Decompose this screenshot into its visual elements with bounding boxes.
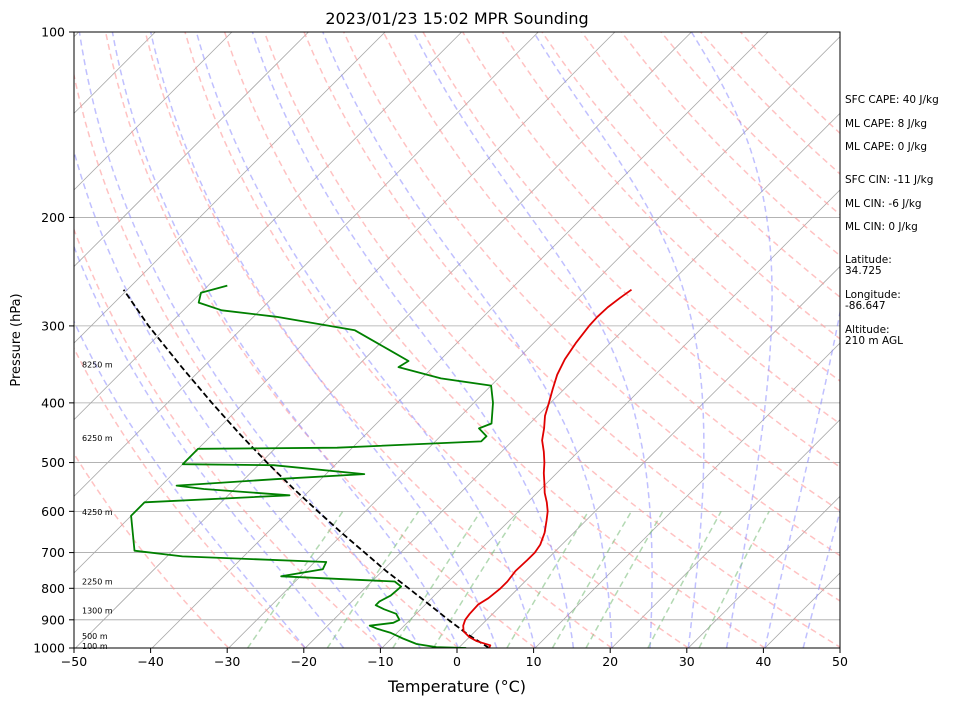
- dry-adiabat-line: [74, 227, 383, 648]
- moist-adiabat-line: [78, 32, 421, 648]
- stat-label: ML CAPE: 0 J/kg: [845, 141, 928, 153]
- height-label: 8250 m: [82, 361, 113, 370]
- height-label: 1300 m: [82, 606, 113, 615]
- isotherm-line: [0, 32, 2, 648]
- isotherm-line: [688, 495, 840, 648]
- dry-adiabat-line: [223, 32, 766, 648]
- isotherm-line: [74, 32, 233, 191]
- temperature-profile-line: [462, 288, 633, 648]
- parcel-profile-line: [122, 289, 490, 648]
- isotherm-line: [305, 112, 840, 648]
- height-label: 100 m: [82, 642, 108, 651]
- x-tick-label: 40: [755, 654, 771, 669]
- x-tick-label: 0: [453, 654, 461, 669]
- x-tick-label: −40: [137, 654, 163, 669]
- y-tick-label: 700: [41, 545, 65, 560]
- height-label: 500 m: [82, 632, 108, 641]
- chart-title: 2023/01/23 15:02 MPR Sounding: [325, 9, 588, 28]
- height-label: 2250 m: [82, 578, 113, 587]
- isotherm-line: [74, 32, 462, 421]
- moist-adiabat-line: [251, 32, 575, 648]
- y-tick-label: 400: [41, 395, 65, 410]
- mixing-ratio-line: [698, 510, 770, 648]
- y-tick-label: 1000: [33, 641, 65, 656]
- dry-adiabat-line: [74, 346, 306, 648]
- mixing-ratio-line: [551, 510, 633, 648]
- moist-adiabat-line: [74, 148, 383, 648]
- y-tick-label: 300: [41, 318, 65, 333]
- isotherm-line: [151, 32, 769, 648]
- isotherm-line: [74, 32, 539, 497]
- x-tick-label: −20: [291, 654, 317, 669]
- isotherm-line: [228, 36, 840, 648]
- mixing-ratio-line: [647, 510, 722, 648]
- x-axis: −50 −40 −30 −20 −10 0 10 20 30 40 50: [61, 648, 848, 669]
- y-tick-label: 600: [41, 504, 65, 519]
- dry-adiabat-line: [184, 32, 689, 648]
- height-label: 6250 m: [82, 434, 113, 443]
- isotherm-line: [458, 265, 840, 648]
- y-axis-label: Pressure (hPa): [9, 293, 24, 386]
- isotherm-line: [74, 32, 309, 268]
- y-tick-label: 100: [41, 25, 65, 40]
- mixing-ratio-line: [432, 510, 520, 648]
- isotherm-line: [381, 189, 840, 648]
- plot-frame: [73, 31, 841, 649]
- moist-adiabat-line: [322, 32, 613, 648]
- y-tick-label: 200: [41, 210, 65, 225]
- stat-label: SFC CAPE: 40 J/kg: [845, 94, 939, 106]
- profiles: [122, 284, 633, 648]
- dry-adiabat-line: [104, 32, 536, 648]
- isotherm-line: [74, 32, 386, 344]
- moist-adiabat-line: [149, 32, 498, 648]
- isotherm-line: [534, 342, 840, 648]
- isotherm-line: [611, 419, 840, 648]
- y-tick-label: 800: [41, 581, 65, 596]
- mixing-ratio-line: [392, 510, 482, 648]
- dry-adiabat-line: [263, 32, 840, 648]
- moist-adiabat-line: [195, 32, 536, 648]
- moist-adiabat-line: [111, 32, 460, 648]
- stat-label: Latitude: 34.725: [845, 254, 892, 277]
- x-axis-label: Temperature (°C): [387, 677, 526, 696]
- dry-adiabat-line: [144, 32, 613, 648]
- mixing-ratio-line: [506, 510, 590, 648]
- stat-label: ML CIN: 0 J/kg: [845, 221, 918, 233]
- x-tick-label: −30: [214, 654, 240, 669]
- stat-label: ML CAPE: 8 J/kg: [845, 118, 928, 130]
- moist-adiabat-line: [74, 244, 345, 648]
- x-tick-label: −50: [61, 654, 87, 669]
- stat-label: SFC CIN: -11 J/kg: [845, 174, 934, 186]
- stat-label: Altitude: 210 m AGL: [845, 324, 903, 347]
- stat-label: Longitude: -86.647: [845, 289, 901, 312]
- moist-adiabat-line: [690, 32, 773, 648]
- x-tick-label: 20: [602, 654, 618, 669]
- x-tick-label: 10: [526, 654, 542, 669]
- moist-adiabat-line: [412, 32, 653, 648]
- moist-adiabat-line: [764, 308, 840, 648]
- dry-adiabat-line: [581, 32, 840, 299]
- mixing-ratio-line: [246, 510, 344, 648]
- dry-adiabat-line: [74, 452, 230, 648]
- moist-adiabat-line: [802, 509, 840, 648]
- mixing-ratio-line: [326, 510, 420, 648]
- stat-label: ML CIN: -6 J/kg: [845, 198, 922, 210]
- y-tick-label: 900: [41, 612, 65, 627]
- moist-adiabat-line: [532, 32, 705, 648]
- dry-adiabat-line: [74, 71, 459, 648]
- x-tick-label: −10: [367, 654, 393, 669]
- background-lines: [0, 32, 840, 648]
- mixing-ratio-line: [585, 510, 664, 648]
- y-tick-label: 500: [41, 455, 65, 470]
- y-axis: 1000 900 800 700 600 500 400 300 200 100: [33, 25, 74, 656]
- x-tick-label: 50: [832, 654, 848, 669]
- height-label: 4250 m: [82, 508, 113, 517]
- isotherm-line: [74, 32, 616, 574]
- dewpoint-profile-line: [130, 284, 494, 648]
- x-tick-label: 30: [679, 654, 695, 669]
- isotherm-line: [75, 32, 692, 648]
